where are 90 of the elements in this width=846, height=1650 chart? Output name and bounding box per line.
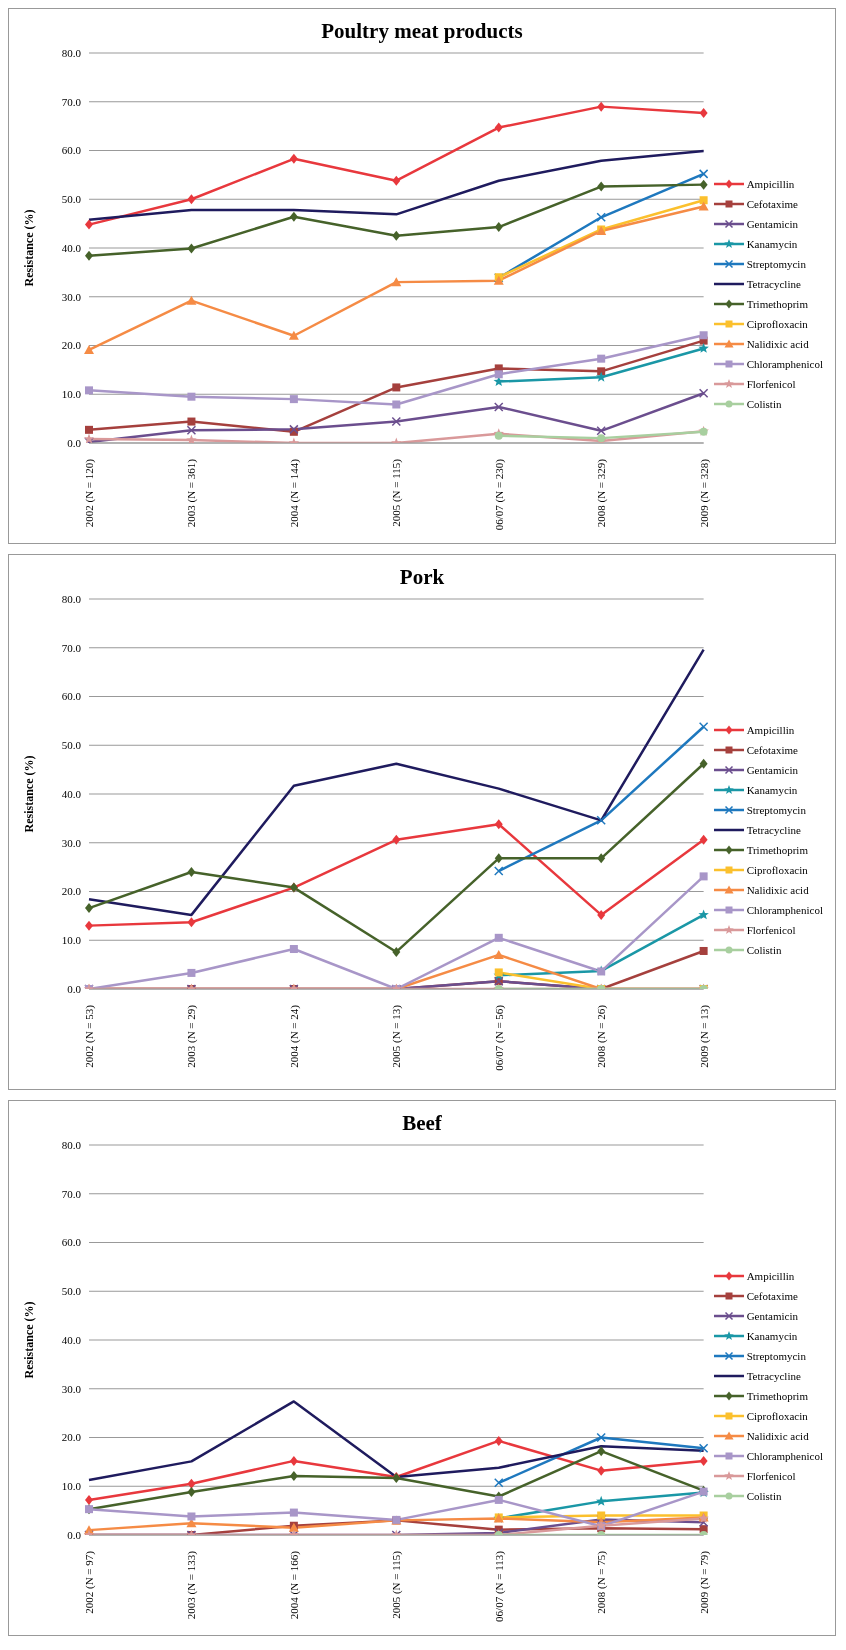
y-tick-label: 70.0 (61, 1187, 82, 1200)
legend-label: Ampicillin (746, 178, 795, 190)
legend-label: Gentamicin (746, 218, 798, 230)
legend-label: Nalidixic acid (746, 884, 809, 896)
legend-label: Tetracycline (746, 278, 801, 290)
legend-label: Chloramphenicol (746, 358, 823, 370)
x-tick-label: 06/07 (N = 230) (492, 458, 506, 531)
legend-label: Streptomycin (746, 258, 806, 270)
y-tick-label: 80.0 (61, 1138, 82, 1151)
y-tick-label: 30.0 (61, 1382, 82, 1395)
legend-label: Colistin (746, 398, 782, 410)
x-tick-label: 2004 (N = 144) (287, 458, 301, 528)
legend-label: Nalidixic acid (746, 338, 809, 350)
chart-title: Poultry meat products (320, 18, 524, 45)
x-tick-label: 2003 (N = 29) (185, 1004, 199, 1068)
legend-label: Kanamycin (746, 238, 798, 250)
y-tick-label: 80.0 (61, 592, 82, 605)
legend-label: Nalidixic acid (746, 1430, 809, 1442)
x-tick-label: 2008 (N = 75) (595, 1550, 609, 1614)
legend-label: Gentamicin (746, 764, 798, 776)
legend-label: Cefotaxime (746, 1290, 798, 1302)
y-tick-label: 20.0 (61, 339, 82, 352)
legend-label: Kanamycin (746, 784, 798, 796)
x-tick-label: 2002 (N = 120) (83, 458, 96, 528)
legend-label: Streptomycin (746, 804, 806, 816)
legend-label: Florfenicol (746, 378, 796, 390)
legend-label: Ciprofloxacin (746, 318, 808, 330)
legend-label: Cefotaxime (746, 744, 798, 756)
y-axis-title: Resistance (%) (22, 209, 37, 287)
x-tick-label: 2009 (N = 79) (697, 1550, 711, 1614)
legend-label: Cefotaxime (746, 198, 798, 210)
legend-label: Ciprofloxacin (746, 1410, 808, 1422)
y-axis-title: Resistance (%) (22, 755, 37, 833)
x-tick-label: 2003 (N = 361) (185, 458, 199, 528)
y-tick-label: 60.0 (61, 144, 82, 157)
chart-title: Pork (398, 564, 446, 591)
y-tick-label: 20.0 (61, 1431, 82, 1444)
y-tick-label: 40.0 (61, 241, 82, 254)
legend-label: Streptomycin (746, 1350, 806, 1362)
x-tick-label: 2003 (N = 133) (185, 1550, 199, 1620)
legend-label: Ciprofloxacin (746, 864, 808, 876)
legend-label: Trimethoprim (746, 1390, 808, 1402)
x-tick-label: 2009 (N = 328) (697, 458, 711, 528)
legend-label: Florfenicol (746, 924, 796, 936)
y-axis-title: Resistance (%) (22, 1301, 37, 1379)
y-tick-label: 50.0 (61, 739, 82, 752)
x-tick-label: 2002 (N = 53) (83, 1004, 96, 1068)
x-tick-label: 2004 (N = 166) (287, 1550, 301, 1620)
legend-label: Chloramphenicol (746, 904, 823, 916)
y-tick-label: 0.0 (67, 982, 82, 995)
legend-label: Kanamycin (746, 1330, 798, 1342)
x-tick-label: 2004 (N = 24) (287, 1004, 301, 1068)
x-tick-label: 06/07 (N = 113) (492, 1550, 506, 1622)
x-tick-label: 2008 (N = 329) (595, 458, 609, 528)
y-tick-label: 10.0 (61, 388, 82, 401)
y-tick-label: 50.0 (61, 193, 82, 206)
y-tick-label: 60.0 (61, 1236, 82, 1249)
legend-label: Chloramphenicol (746, 1450, 823, 1462)
legend-label: Trimethoprim (746, 844, 808, 856)
y-tick-label: 70.0 (61, 641, 82, 654)
y-tick-label: 50.0 (61, 1285, 82, 1298)
legend-label: Tetracycline (746, 1370, 801, 1382)
y-tick-label: 80.0 (61, 46, 82, 59)
legend-label: Colistin (746, 1490, 782, 1502)
y-tick-label: 0.0 (67, 436, 82, 449)
y-tick-label: 40.0 (61, 1333, 82, 1346)
chart-title: Beef (401, 1110, 443, 1137)
x-tick-label: 06/07 (N = 56) (492, 1004, 506, 1071)
y-tick-label: 20.0 (61, 885, 82, 898)
legend-label: Tetracycline (746, 824, 801, 836)
x-tick-label: 2005 (N = 115) (390, 458, 404, 527)
legend-label: Ampicillin (746, 1270, 795, 1282)
y-tick-label: 10.0 (61, 934, 82, 947)
legend-label: Colistin (746, 944, 782, 956)
y-tick-label: 30.0 (61, 836, 82, 849)
y-tick-label: 0.0 (67, 1528, 82, 1541)
legend-label: Trimethoprim (746, 298, 808, 310)
x-tick-label: 2009 (N = 13) (697, 1004, 711, 1068)
x-tick-label: 2002 (N = 97) (83, 1550, 96, 1614)
y-tick-label: 70.0 (61, 95, 82, 108)
legend-label: Gentamicin (746, 1310, 798, 1322)
x-tick-label: 2005 (N = 13) (390, 1004, 404, 1068)
y-tick-label: 10.0 (61, 1480, 82, 1493)
y-tick-label: 40.0 (61, 787, 82, 800)
y-tick-label: 60.0 (61, 690, 82, 703)
legend-label: Ampicillin (746, 724, 795, 736)
legend-label: Florfenicol (746, 1470, 796, 1482)
x-tick-label: 2005 (N = 115) (390, 1550, 404, 1619)
y-tick-label: 30.0 (61, 290, 82, 303)
x-tick-label: 2008 (N = 26) (595, 1004, 609, 1068)
